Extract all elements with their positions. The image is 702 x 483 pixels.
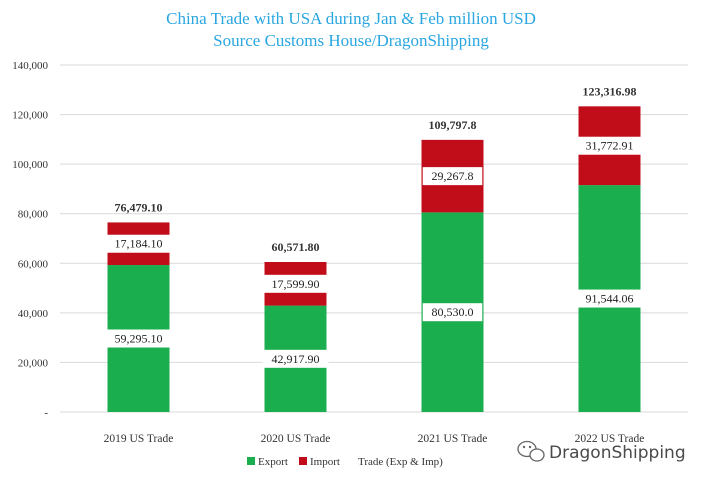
data-label-import: 29,267.8 bbox=[432, 169, 474, 183]
data-label-box bbox=[105, 329, 172, 348]
total-label: 109,797.8 bbox=[429, 118, 477, 132]
legend-export: Export bbox=[258, 456, 288, 468]
data-label-export: 80,530.0 bbox=[432, 305, 474, 319]
y-tick-label: 140,000 bbox=[12, 60, 48, 72]
legend-import: Import bbox=[310, 456, 340, 468]
total-label: 123,316.98 bbox=[583, 84, 637, 98]
y-tick-label: 20,000 bbox=[18, 357, 49, 369]
data-label-export: 42,917.90 bbox=[272, 352, 320, 366]
data-label-box bbox=[422, 303, 483, 322]
x-tick-label: 2020 US Trade bbox=[261, 433, 331, 445]
data-label-import: 17,599.90 bbox=[272, 277, 320, 291]
data-label-box bbox=[422, 167, 483, 186]
y-tick-label: 120,000 bbox=[12, 110, 48, 122]
data-label-export: 59,295.10 bbox=[115, 332, 163, 346]
watermark: DragonShipping bbox=[517, 440, 686, 463]
total-label: 76,479.10 bbox=[115, 200, 163, 214]
y-tick-label: 40,000 bbox=[18, 308, 49, 320]
watermark-text: DragonShipping bbox=[549, 443, 686, 463]
data-label-import: 31,772.91 bbox=[586, 139, 634, 153]
y-axis: - 20,000 40,000 60,000 80,000 100,000 120,000 1… bbox=[12, 60, 48, 419]
x-tick-label: 2022 US Trade bbox=[575, 433, 645, 445]
legend: Export Import Trade (Exp & Imp) bbox=[247, 456, 443, 468]
chart-subtitle: Source Customs House/DragonShipping bbox=[213, 31, 489, 50]
x-axis: 2019 US Trade 2020 US Trade 2021 US Trade 2… bbox=[104, 433, 645, 445]
data-label-import: 17,184.10 bbox=[115, 237, 163, 251]
x-tick-label: 2019 US Trade bbox=[104, 433, 174, 445]
legend-trade-total: Trade (Exp & Imp) bbox=[358, 456, 443, 468]
y-tick-label: 60,000 bbox=[18, 258, 49, 270]
data-label-export: 91,544.06 bbox=[586, 292, 634, 306]
data-label-box bbox=[576, 136, 643, 155]
chart-title: China Trade with USA during Jan & Feb mi… bbox=[166, 9, 536, 28]
y-tick-label: 100,000 bbox=[12, 159, 48, 171]
data-label-box bbox=[262, 274, 329, 293]
data-label-box bbox=[105, 234, 172, 253]
legend-swatch bbox=[299, 457, 307, 465]
data-label-box bbox=[576, 289, 643, 308]
x-tick-label: 2021 US Trade bbox=[418, 433, 488, 445]
y-tick-label: - bbox=[44, 407, 48, 419]
y-tick-label: 80,000 bbox=[18, 209, 49, 221]
total-label: 60,571.80 bbox=[272, 240, 320, 254]
data-label-box bbox=[262, 349, 329, 368]
bars: 59,295.10 17,184.10 76,479.10 42,917.90 17,5… bbox=[105, 84, 643, 412]
wechat-icon bbox=[517, 440, 545, 462]
legend-swatch bbox=[247, 457, 255, 465]
